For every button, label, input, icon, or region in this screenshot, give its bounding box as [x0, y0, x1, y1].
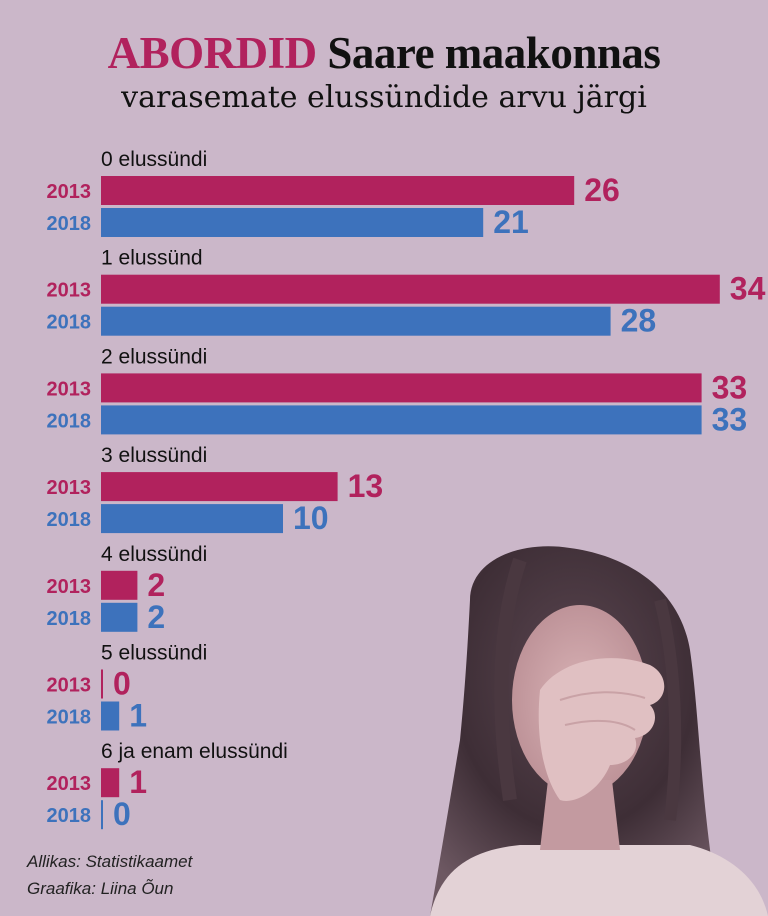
bar-2018: [101, 800, 103, 830]
year-label: 2018: [47, 312, 92, 334]
year-label: 2013: [47, 773, 92, 795]
value-label: 0: [113, 666, 131, 702]
value-label: 0: [113, 796, 131, 832]
value-label: 2: [147, 599, 165, 635]
value-label: 34: [730, 271, 766, 307]
bar-2013: [101, 373, 702, 403]
value-label: 21: [493, 204, 529, 240]
year-label: 2018: [47, 707, 92, 729]
chart-title: ABORDID Saare maakonnas: [0, 28, 768, 78]
bar-2018: [101, 701, 120, 731]
category-label: 1 elussünd: [101, 247, 203, 270]
bar-2018: [101, 306, 611, 336]
category-label: 2 elussündi: [101, 345, 207, 368]
year-label: 2018: [47, 805, 92, 827]
bar-2018: [101, 602, 138, 632]
value-label: 28: [621, 303, 657, 339]
bar-2018: [101, 504, 283, 534]
value-label: 10: [293, 500, 329, 536]
value-label: 33: [712, 401, 748, 437]
chart-subtitle: varasemate elussündide arvu järgi: [121, 80, 647, 115]
year-label: 2013: [47, 576, 92, 598]
category-label: 4 elussündi: [101, 543, 207, 566]
value-label: 13: [348, 468, 384, 504]
credits: Allikas: Statistikaamet Graafika: Liina …: [27, 848, 192, 902]
year-label: 2018: [47, 509, 92, 531]
year-label: 2018: [47, 608, 92, 630]
bar-2013: [101, 570, 138, 600]
title-accent: ABORDID: [107, 28, 318, 78]
year-label: 2013: [47, 477, 92, 499]
year-label: 2013: [47, 378, 92, 400]
bar-2013: [101, 669, 103, 699]
value-label: 26: [584, 172, 620, 208]
bar-2018: [101, 208, 484, 237]
source-credit: Allikas: Statistikaamet: [27, 852, 193, 871]
year-label: 2018: [47, 410, 92, 432]
bar-2013: [101, 176, 575, 205]
title-main: Saare maakonnas: [327, 28, 661, 78]
bar-2013: [101, 472, 338, 502]
category-label: 3 elussündi: [101, 444, 207, 467]
graphics-credit: Graafika: Liina Õun: [27, 879, 174, 898]
bar-2013: [101, 274, 720, 304]
value-label: 1: [129, 764, 147, 800]
value-label: 2: [147, 567, 165, 603]
year-label: 2013: [47, 280, 92, 302]
title-block: ABORDID Saare maakonnas varasemate eluss…: [0, 28, 768, 118]
category-label: 0 elussündi: [101, 148, 207, 171]
year-label: 2013: [47, 675, 92, 697]
year-label: 2018: [47, 213, 92, 235]
category-label: 6 ja enam elussündi: [101, 740, 288, 763]
bar-2018: [101, 405, 702, 435]
value-label: 33: [712, 369, 748, 405]
category-label: 5 elussündi: [101, 642, 207, 665]
year-label: 2013: [47, 181, 92, 203]
value-label: 1: [129, 698, 147, 734]
bar-2013: [101, 768, 120, 798]
